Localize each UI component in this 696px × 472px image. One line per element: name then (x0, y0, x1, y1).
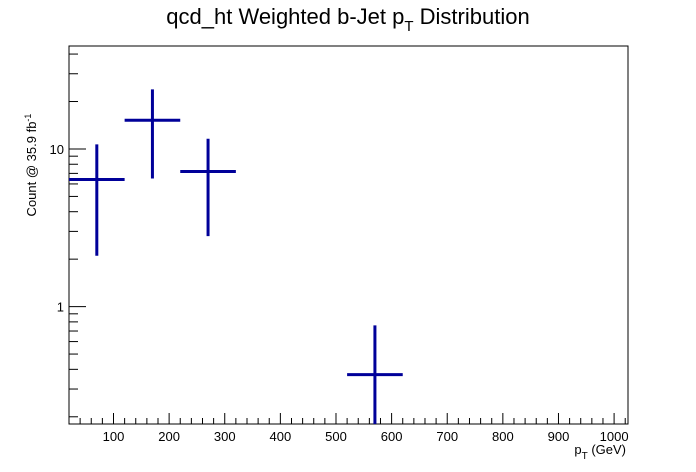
x-tick-label: 200 (158, 429, 180, 444)
x-tick-label: 300 (214, 429, 236, 444)
data-points (69, 89, 403, 424)
x-axis-label-main: p (574, 442, 581, 457)
x-axis-label: pT (GeV) (574, 442, 626, 462)
y-axis-label: Count @ 35.9 fb-1 (23, 114, 39, 217)
chart-title-main: qcd_ht Weighted b-Jet p (166, 4, 404, 29)
x-tick-label: 900 (548, 429, 570, 444)
x-tick-label: 600 (381, 429, 403, 444)
x-tick-label: 100 (103, 429, 125, 444)
x-tick-label: 1000 (600, 429, 629, 444)
chart-title: qcd_ht Weighted b-Jet pT Distribution (166, 4, 529, 35)
y-axis: 1 10 (50, 53, 86, 418)
data-point (124, 89, 181, 179)
x-axis-label-sub: T (582, 451, 588, 462)
chart-title-sub: T (404, 18, 413, 35)
data-point (180, 138, 236, 237)
y-tick-label: 1 (57, 300, 64, 315)
y-tick-label: 10 (50, 142, 64, 157)
x-tick-label: 400 (270, 429, 292, 444)
x-tick-label: 700 (436, 429, 458, 444)
data-point (69, 144, 125, 256)
x-axis-label-tail: (GeV) (588, 442, 626, 457)
x-axis: 100 200 300 400 500 600 700 800 900 1000 (79, 413, 629, 444)
plot-frame (68, 45, 629, 425)
y-axis-label-main: Count @ 35.9 fb (24, 122, 39, 217)
chart-title-tail: Distribution (414, 4, 530, 29)
y-axis-label-sup: -1 (23, 114, 33, 122)
x-tick-label: 800 (492, 429, 514, 444)
x-tick-label: 500 (325, 429, 347, 444)
data-point (347, 325, 403, 424)
